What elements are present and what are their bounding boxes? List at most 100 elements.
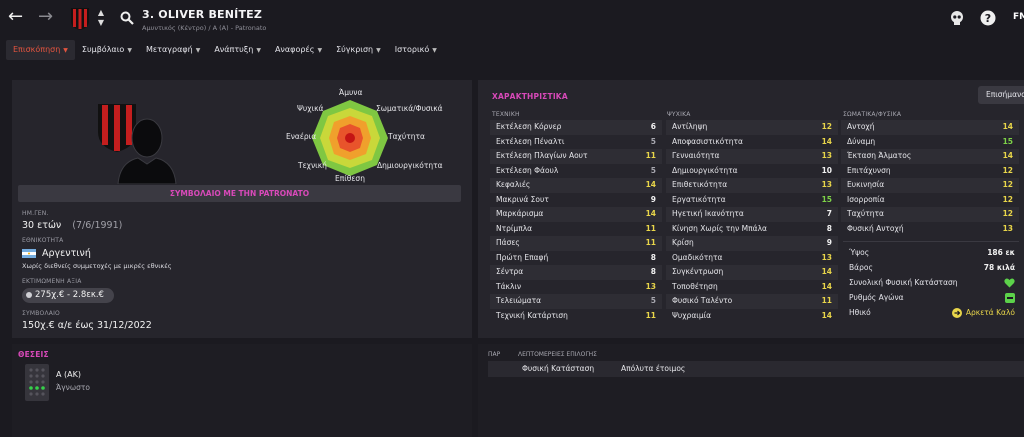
attribute-value: 13 [645,281,656,291]
attribute-value: 14 [821,281,832,291]
search-icon[interactable] [120,11,134,25]
chevron-down-icon: ▼ [256,47,261,54]
tab-reports[interactable]: Αναφορές ▼ [268,40,329,60]
attribute-row[interactable]: Συγκέντρωση 14 [666,265,838,280]
weight-value: 78 κιλά [983,263,1015,272]
attribute-row[interactable]: Τάκλιν 13 [490,280,662,295]
attribute-value: 14 [1002,122,1013,131]
attribute-row[interactable]: Τεχνική Κατάρτιση 11 [490,309,662,324]
tab-contract[interactable]: Συμβόλαιο ▼ [75,40,139,60]
back-arrow-icon[interactable]: ← [8,6,24,27]
attribute-row[interactable]: Φυσική Αντοχή 13 [841,222,1019,237]
attribute-row[interactable]: Αποφασιστικότητα 14 [666,135,838,150]
attribute-row[interactable]: Ευκινησία 12 [841,178,1019,193]
age: 30 ετών [22,220,62,231]
skull-icon[interactable] [949,10,965,26]
attribute-row[interactable]: Πρώτη Επαφή 8 [490,251,662,266]
club-crest-icon[interactable] [70,7,90,31]
tab-history[interactable]: Ιστορικό ▼ [388,40,444,60]
attribute-row[interactable]: Ντρίμπλα 11 [490,222,662,237]
attribute-row[interactable]: Αντίληψη 12 [666,120,838,135]
attribute-name: Επιτάχυνση [847,165,891,175]
attribute-row[interactable]: Εκτέλεση Πέναλτι 5 [490,135,662,150]
radar-label-defence: Άμυνα [339,88,363,97]
attribute-row[interactable]: Μαρκάρισμα 14 [490,207,662,222]
attribute-name: Ταχύτητα [847,209,884,218]
attribute-row[interactable]: Επιθετικότητα 13 [666,178,838,193]
attribute-row[interactable]: Ψυχραιμία 14 [666,309,838,324]
forward-arrow-icon[interactable]: → [38,6,54,27]
match-sharpness-icon [1005,293,1015,303]
condition-row[interactable]: Συνολική Φυσική Κατάσταση [841,276,1019,290]
sharpness-row[interactable]: Ρυθμός Αγώνα [841,291,1019,305]
nationality-value[interactable]: Αργεντινή [42,248,91,259]
attribute-row[interactable]: Εκτέλεση Πλαγίων Αουτ 11 [490,149,662,164]
attribute-name: Εκτέλεση Φάουλ [496,165,559,175]
attribute-row[interactable]: Κρίση 9 [666,236,838,251]
condition-label: Συνολική Φυσική Κατάσταση [849,278,958,287]
attribute-name: Επιθετικότητα [672,180,728,189]
attribute-row[interactable]: Πάσες 11 [490,236,662,251]
radar-label-mental: Ψυχικά [297,104,324,113]
attribute-row[interactable]: Εκτέλεση Φάουλ 5 [490,164,662,179]
radar-label-physical: Σωματικά/Φυσικά [376,104,443,113]
attribute-row[interactable]: Έκταση Άλματος 14 [841,149,1019,164]
selection-condition-label: Φυσική Κατάσταση [522,364,595,373]
attribute-row[interactable]: Ομαδικότητα 13 [666,251,838,266]
tab-label: Σύγκριση [336,45,374,54]
value-pill[interactable]: 275χ.€ - 2.8εκ.€ [22,288,114,303]
svg-text:?: ? [985,12,991,25]
fm-logo[interactable]: FM [1013,12,1024,22]
attribute-name: Δημιουργικότητα [672,165,738,175]
pitch-position-icon[interactable] [25,364,49,401]
help-icon[interactable]: ? [980,10,996,26]
attribute-name: Τάκλιν [496,281,522,291]
attribute-row[interactable]: Φυσικό Ταλέντο 11 [666,294,838,309]
nationality-label: ΕΘΝΙΚΟΤΗΤΑ [22,237,64,244]
radar-label-aerial: Εναέρια [286,132,317,141]
tab-comparison[interactable]: Σύγκριση ▼ [329,40,388,60]
attribute-value: 14 [645,180,656,189]
attribute-row[interactable]: Εργατικότητα 15 [666,193,838,208]
attribute-name: Κίνηση Χωρίς την Μπάλα [672,223,767,233]
attribute-name: Αντίληψη [672,122,708,131]
positions-title: ΘΕΣΕΙΣ [18,350,49,359]
attribute-value: 11 [821,296,832,305]
attribute-value: 13 [821,252,832,262]
attribute-row[interactable]: Ισορροπία 12 [841,193,1019,208]
attribute-row[interactable]: Τελειώματα 5 [490,294,662,309]
tab-overview[interactable]: Επισκόπηση ▼ [6,40,75,60]
attribute-value: 5 [650,136,656,146]
attribute-name: Πάσες [496,238,520,247]
attribute-row[interactable]: Σέντρα 8 [490,265,662,280]
attribute-name: Ντρίμπλα [496,223,533,233]
tab-transfer[interactable]: Μεταγραφή ▼ [139,40,207,60]
attribute-row[interactable]: Γενναιότητα 13 [666,149,838,164]
attribute-value: 12 [821,122,832,131]
heart-icon [1004,278,1015,288]
attribute-row[interactable]: Κίνηση Χωρίς την Μπάλα 8 [666,222,838,237]
attribute-name: Συγκέντρωση [672,267,724,276]
chevron-down-icon: ▼ [195,47,201,54]
attribute-row[interactable]: Ηγετική Ικανότητα 7 [666,207,838,222]
attribute-row[interactable]: Κεφαλιές 14 [490,178,662,193]
up-down-icon[interactable]: ▲ ▼ [97,8,105,27]
attribute-row[interactable]: Αντοχή 14 [841,120,1019,135]
morale-row[interactable]: Ηθικό Αρκετά Καλό [841,306,1019,320]
attribute-value: 13 [1002,223,1013,233]
attribute-row[interactable]: Δημιουργικότητα 10 [666,164,838,179]
tab-development[interactable]: Ανάπτυξη ▼ [207,40,268,60]
attribute-value: 13 [821,180,832,189]
attribute-row[interactable]: Τοποθέτηση 14 [666,280,838,295]
highlight-button[interactable]: Επισήμανση [978,86,1024,104]
attribute-value: 14 [645,209,656,218]
attribute-row[interactable]: Δύναμη 15 [841,135,1019,150]
attribute-row[interactable]: Ταχύτητα 12 [841,207,1019,222]
attribute-value: 12 [1002,194,1013,204]
contract-banner[interactable]: ΣΥΜΒΟΛΑΙΟ ΜΕ ΤΗΝ PATRONATO [18,185,461,202]
attribute-row[interactable]: Εκτέλεση Κόρνερ 6 [490,120,662,135]
attribute-radar-chart [312,100,388,176]
attribute-row[interactable]: Μακρινά Σουτ 9 [490,193,662,208]
value-dot-icon [26,292,32,298]
attribute-row[interactable]: Επιτάχυνση 12 [841,164,1019,179]
